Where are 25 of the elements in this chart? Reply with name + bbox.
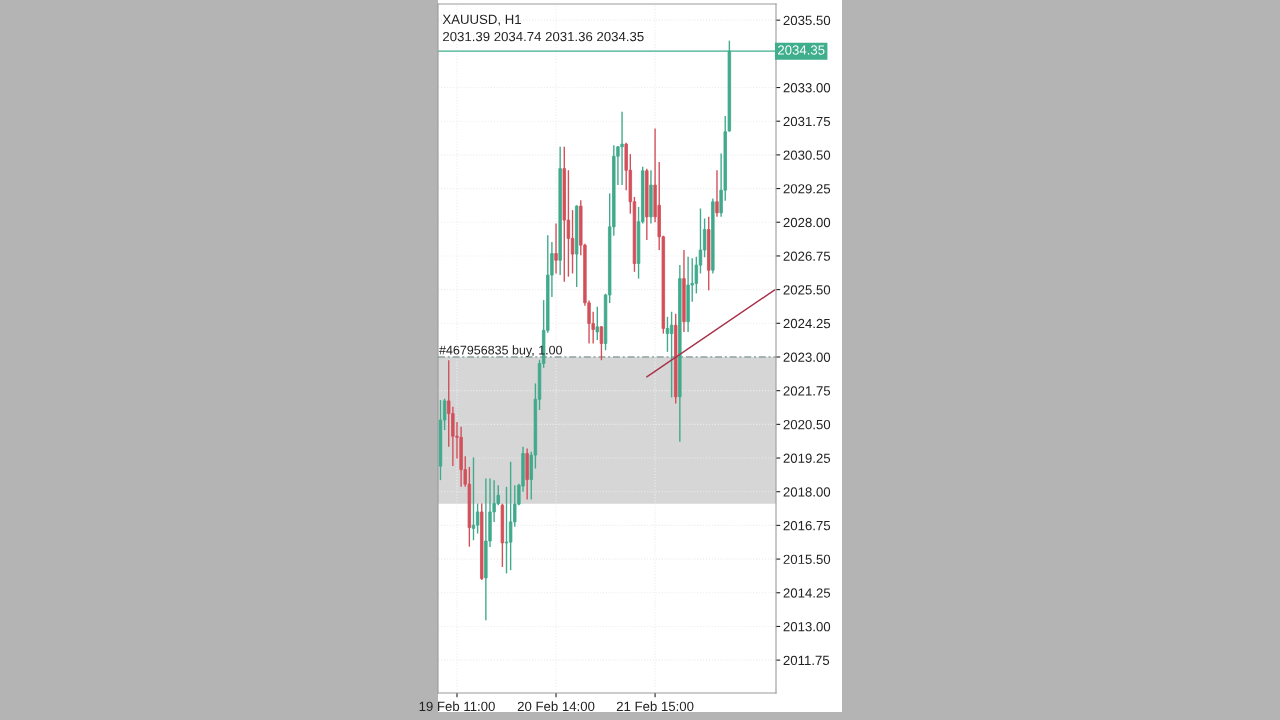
x-tick-label: 19 Feb 11:00 [419,701,495,712]
y-tick-label: 2021.75 [783,386,831,396]
y-tick-label: 2033.00 [783,83,831,93]
y-tick-label: 2013.00 [783,622,831,632]
y-tick-label: 2024.25 [783,318,831,329]
text: 2031.39 2034.74 2031.36 2034.35 [443,31,644,42]
y-tick-label: 2028.00 [783,217,831,228]
y-tick-label: 2026.75 [783,251,831,261]
y-tick-label: 2035.50 [783,15,831,26]
x-tick-label: 20 Feb 14:00 [517,701,595,712]
y-tick-label: 2015.50 [783,554,831,564]
ref-line-label: 2034.35 [778,45,825,55]
y-tick-label: 2011.75 [783,655,830,666]
y-tick-label: 2019.25 [783,453,831,463]
y-tick-label: 2023.00 [783,352,831,362]
x-tick-label: 21 Feb 15:00 [616,701,694,712]
y-tick-label: 2016.75 [783,520,831,531]
y-tick-label: 2020.50 [783,419,831,430]
y-tick-label: 2031.75 [783,116,831,127]
y-tick-label: 2014.25 [783,588,831,598]
y-tick-label: 2018.00 [783,487,831,497]
text: XAUUSD, H1 [442,14,521,26]
y-tick-label: 2030.50 [783,150,831,160]
y-tick-label: 2025.50 [783,285,831,295]
y-tick-label: 2029.25 [783,184,831,194]
